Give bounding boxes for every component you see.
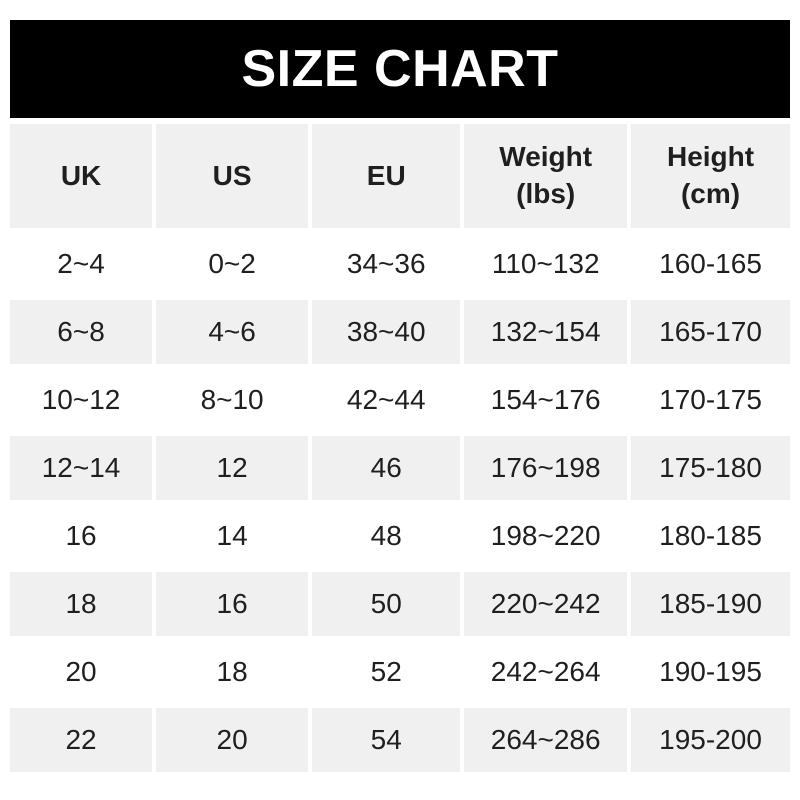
table-cell: 16	[65, 520, 97, 551]
table-cell: 4~6	[156, 300, 309, 364]
column-header-eu: EU	[312, 124, 461, 228]
table-cell: 190-195	[659, 656, 762, 687]
table-cell: 180-185	[659, 520, 762, 551]
title-banner: SIZE CHART	[10, 20, 790, 118]
table-row: 20 18 52 242~264 190-195	[10, 640, 790, 704]
table-cell: 176~198	[464, 436, 628, 500]
table-cell: 46	[312, 436, 461, 500]
table-cell: 154~176	[490, 384, 601, 415]
table-row: 2~4 0~2 34~36 110~132 160-165	[10, 232, 790, 296]
table-cell: 220~242	[464, 572, 628, 636]
table-cell: 16	[156, 572, 309, 636]
table-cell: 48	[370, 520, 402, 551]
table-cell: 0~2	[208, 248, 256, 279]
table-cell: 20	[156, 708, 309, 772]
table-cell: 14	[216, 520, 248, 551]
table-row: 18 16 50 220~242 185-190	[10, 572, 790, 636]
size-table: UK US EU Weight (lbs) Height (cm) 2~4 0~2…	[6, 120, 794, 776]
table-cell: 8~10	[200, 384, 264, 415]
chart-title: SIZE CHART	[241, 40, 559, 98]
table-cell: 160-165	[659, 248, 762, 279]
table-cell: 12	[156, 436, 309, 500]
table-cell: 170-175	[659, 384, 762, 415]
column-header-height: Height (cm)	[631, 124, 790, 228]
table-cell: 54	[312, 708, 461, 772]
table-cell: 198~220	[490, 520, 601, 551]
table-row: 10~12 8~10 42~44 154~176 170-175	[10, 368, 790, 432]
table-cell: 34~36	[346, 248, 426, 279]
table-cell: 20	[65, 656, 97, 687]
size-chart: SIZE CHART UK US EU Weight (lbs) Height …	[6, 20, 794, 776]
table-cell: 22	[10, 708, 153, 772]
table-cell: 18	[10, 572, 153, 636]
table-cell: 38~40	[312, 300, 461, 364]
table-cell: 264~286	[464, 708, 628, 772]
column-header-weight: Weight (lbs)	[464, 124, 628, 228]
column-header-us: US	[156, 124, 309, 228]
table-cell: 50	[312, 572, 461, 636]
column-header-uk: UK	[10, 124, 153, 228]
table-cell: 10~12	[41, 384, 121, 415]
table-row: 16 14 48 198~220 180-185	[10, 504, 790, 568]
table-cell: 18	[216, 656, 248, 687]
header-row: UK US EU Weight (lbs) Height (cm)	[10, 124, 790, 228]
table-row: 12~14 12 46 176~198 175-180	[10, 436, 790, 500]
table-cell: 52	[370, 656, 402, 687]
table-cell: 165-170	[631, 300, 790, 364]
table-cell: 12~14	[10, 436, 153, 500]
table-cell: 110~132	[491, 248, 600, 279]
table-cell: 185-190	[631, 572, 790, 636]
table-row: 6~8 4~6 38~40 132~154 165-170	[10, 300, 790, 364]
table-cell: 132~154	[464, 300, 628, 364]
table-body: 2~4 0~2 34~36 110~132 160-165 6~8 4~6 38~40 132~…	[10, 232, 790, 772]
table-cell: 175-180	[631, 436, 790, 500]
table-cell: 6~8	[10, 300, 153, 364]
table-cell: 195-200	[631, 708, 790, 772]
table-cell: 2~4	[57, 248, 105, 279]
table-header: UK US EU Weight (lbs) Height (cm)	[10, 124, 790, 228]
table-cell: 42~44	[346, 384, 426, 415]
table-row: 22 20 54 264~286 195-200	[10, 708, 790, 772]
table-cell: 242~264	[490, 656, 601, 687]
